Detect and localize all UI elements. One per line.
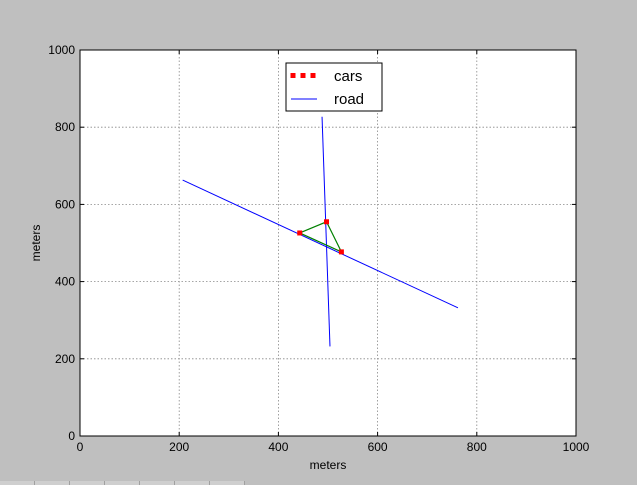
status-segment — [0, 481, 35, 485]
x-tick-label: 1000 — [563, 440, 590, 454]
status-segment — [210, 481, 245, 485]
road-line — [321, 116, 331, 347]
plot-area — [79, 49, 577, 437]
status-strip — [0, 481, 637, 485]
status-segment — [70, 481, 105, 485]
legend-box — [285, 62, 383, 112]
status-segment — [175, 481, 210, 485]
road-line — [182, 179, 459, 309]
legend-cars-marker — [310, 73, 316, 78]
x-axis-title: meters — [310, 458, 347, 472]
grid — [80, 50, 576, 436]
axis-ticks: 0 200 400 600 800 1000 0 200 400 600 800 1000 — [48, 43, 589, 454]
y-tick-label: 200 — [55, 352, 75, 366]
y-tick-label: 1000 — [48, 43, 75, 57]
x-tick-label: 0 — [77, 440, 84, 454]
legend-cars-marker — [300, 73, 306, 78]
car-link-triangle — [298, 220, 343, 254]
legend-label-cars: cars — [334, 68, 362, 85]
legend-label-road: road — [334, 91, 364, 108]
series-layer — [182, 116, 459, 347]
x-tick-label: 800 — [467, 440, 487, 454]
x-tick-label: 400 — [268, 440, 288, 454]
legend: cars road — [285, 62, 383, 112]
status-segment — [245, 481, 637, 485]
x-tick-label: 600 — [368, 440, 388, 454]
y-axis-title: meters — [29, 225, 43, 262]
y-tick-label: 600 — [55, 197, 75, 211]
car-marker — [297, 230, 303, 236]
status-segment — [105, 481, 140, 485]
legend-cars-marker — [290, 73, 296, 78]
status-segment — [35, 481, 70, 485]
car-marker — [338, 249, 344, 255]
status-segment — [140, 481, 175, 485]
x-tick-label: 200 — [169, 440, 189, 454]
y-tick-label: 400 — [55, 275, 75, 289]
car-marker — [324, 219, 330, 225]
y-tick-label: 800 — [55, 120, 75, 134]
y-tick-label: 0 — [68, 429, 75, 443]
